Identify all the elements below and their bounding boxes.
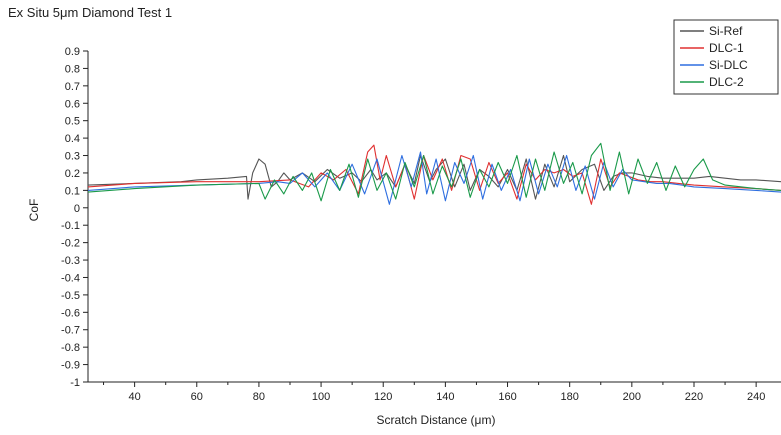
- y-axis-title: CoF: [27, 199, 41, 222]
- y-tick-label: -0.7: [61, 325, 80, 337]
- y-tick-label: 0.2: [65, 168, 80, 180]
- chart-title: Ex Situ 5μm Diamond Test 1: [8, 5, 173, 20]
- y-tick-label: 0.7: [65, 81, 80, 93]
- y-tick-label: -0.1: [61, 220, 80, 232]
- series-line-dlc-1: [88, 144, 781, 205]
- x-tick-label: 40: [128, 391, 140, 403]
- y-tick-label: -0.8: [61, 342, 80, 354]
- y-tick-label: -0.4: [61, 272, 80, 284]
- y-tick-label: -0.3: [61, 255, 80, 267]
- x-tick-label: 200: [623, 391, 641, 403]
- x-tick-label: 80: [253, 391, 265, 403]
- x-tick-label: 100: [312, 391, 330, 403]
- legend-label: Si-Ref: [709, 24, 743, 38]
- y-tick-label: -0.6: [61, 307, 80, 319]
- y-tick-label: 0.1: [65, 185, 80, 197]
- x-tick-label: 140: [436, 391, 454, 403]
- y-tick-label: 0.3: [65, 151, 80, 163]
- x-tick-label: 220: [685, 391, 703, 403]
- x-tick-label: 160: [498, 391, 516, 403]
- y-tick-label: 0.6: [65, 98, 80, 110]
- y-tick-label: -1: [70, 377, 80, 389]
- legend-label: DLC-2: [709, 75, 744, 89]
- x-tick-label: 180: [561, 391, 579, 403]
- y-tick-label: -0.2: [61, 238, 80, 250]
- legend-label: Si-DLC: [709, 58, 748, 72]
- x-tick-label: 120: [374, 391, 392, 403]
- y-tick-label: 0.4: [65, 133, 80, 145]
- legend-label: DLC-1: [709, 41, 744, 55]
- y-tick-label: -0.9: [61, 360, 80, 372]
- y-tick-label: 0.8: [65, 63, 80, 75]
- axes: 0.9 0.8 0.7 0.6 0.5 0.4 0.3 0.2 0.1 0 -0.1 -0.2 -0.3…: [61, 46, 781, 403]
- y-tick-label: 0.5: [65, 116, 80, 128]
- y-tick-label: -0.5: [61, 290, 80, 302]
- x-axis-title: Scratch Distance (μm): [377, 413, 496, 427]
- legend: Si-Ref DLC-1 Si-DLC DLC-2: [673, 19, 779, 95]
- x-tick-label: 240: [747, 391, 765, 403]
- series-line-si-dlc: [88, 151, 781, 205]
- x-tick-label: 60: [191, 391, 203, 403]
- series-line-dlc-2: [88, 142, 781, 202]
- y-tick-label: 0.9: [65, 46, 80, 58]
- series-layer: [88, 142, 781, 205]
- y-tick-label: 0: [74, 203, 80, 215]
